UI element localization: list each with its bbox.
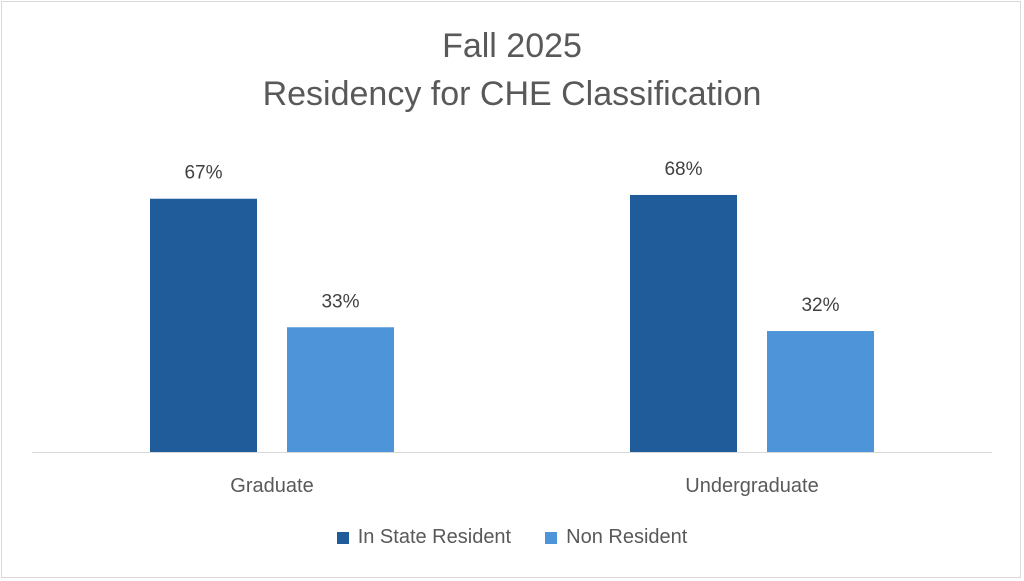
category-label-undergraduate: Undergraduate [685,475,818,497]
chart-title: Fall 2025 [442,27,582,65]
legend-label-non-resident: Non Resident [566,526,688,548]
legend-label-in-state: In State Resident [357,526,512,548]
bar-in-state-undergraduate [630,194,737,452]
category-label-graduate: Graduate [230,475,313,497]
bar-non-resident-undergraduate [767,331,874,452]
bar-in-state-graduate [150,198,257,452]
legend-item-non-resident: Non Resident [545,526,687,549]
legend-swatch-non-resident [545,531,558,544]
data-label-non-resident-graduate: 33% [321,291,359,312]
chart-subtitle: Residency for CHE Classification [262,75,762,113]
legend-item-in-state: In State Resident [336,526,512,549]
data-label-in-state-undergraduate: 68% [664,159,702,180]
data-label-in-state-graduate: 67% [184,163,222,184]
bar-non-resident-graduate [287,327,394,452]
legend: In State Resident Non Resident [0,526,1024,549]
legend-swatch-in-state [336,531,349,544]
data-label-non-resident-undergraduate: 32% [801,295,839,316]
